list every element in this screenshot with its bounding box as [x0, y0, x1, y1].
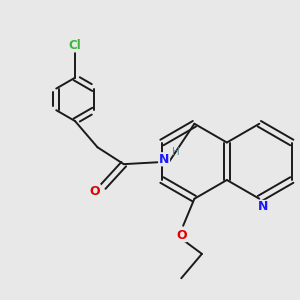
- Text: Cl: Cl: [69, 39, 81, 52]
- Text: O: O: [176, 229, 187, 242]
- Text: O: O: [90, 185, 100, 198]
- Text: N: N: [159, 153, 169, 166]
- Text: N: N: [258, 200, 268, 214]
- Text: H: H: [172, 147, 180, 157]
